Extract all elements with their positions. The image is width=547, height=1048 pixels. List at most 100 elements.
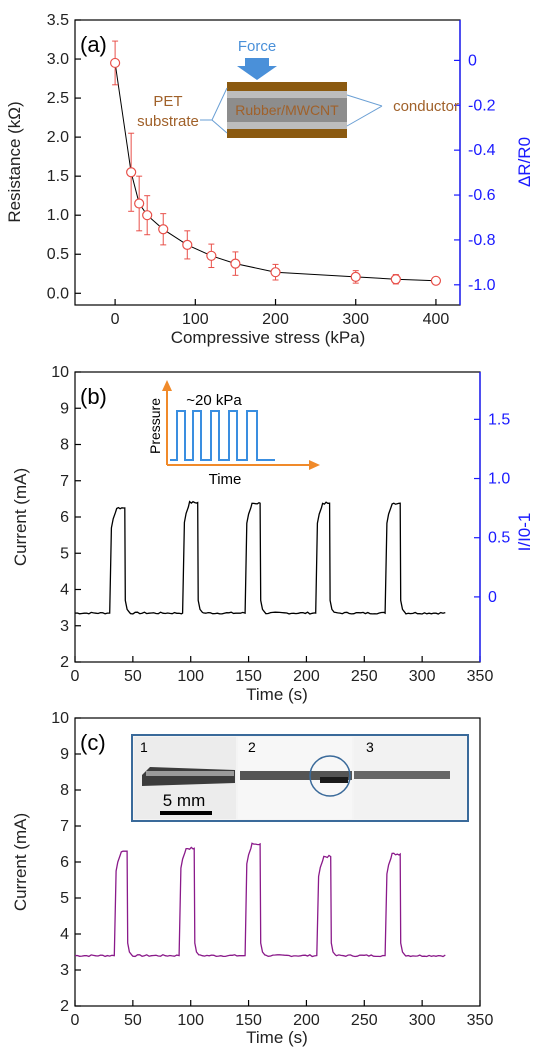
panel-b-x-tick-label: 100 — [177, 668, 204, 685]
panel-b-y2-tick-label: 0.5 — [488, 530, 510, 547]
panel-a-y2-tick-label: -0.4 — [468, 142, 496, 159]
panel-a-y2label: ΔR/R0 — [515, 137, 534, 187]
force-label: Force — [238, 38, 276, 55]
panel-b-current-trace — [74, 500, 446, 615]
panel-c-x-tick-label: 0 — [71, 1012, 80, 1029]
rubber-mwcnt-label: Rubber/MWCNT — [235, 102, 339, 118]
scale-bar — [160, 811, 212, 815]
panel-a-y-tick-label: 3.5 — [47, 12, 69, 29]
panel-c-inset-photo: 1 2 3 5 mm — [131, 734, 469, 822]
scale-bar-label: 5 mm — [163, 791, 206, 810]
inset-time-arrow-icon — [309, 460, 320, 470]
panel-b-y2-tick-label: 1.5 — [488, 411, 510, 428]
panel-b-y-tick-label: 2 — [60, 654, 69, 671]
panel-a-y2-tick-label: 0 — [468, 52, 477, 69]
inset-pressure-value: ~20 kPa — [186, 392, 242, 409]
panel-a-y2-tick-label: -0.6 — [468, 187, 496, 204]
panel-b-y2label: I/I0-1 — [515, 513, 534, 552]
panel-b-y-tick-label: 9 — [60, 400, 69, 417]
panel-a-x-tick-label: 0 — [111, 311, 120, 328]
panel-a-y-tick-label: 2.5 — [47, 90, 69, 107]
inset-pressure-pulses — [170, 410, 275, 461]
panel-b-y-tick-label: 7 — [60, 473, 69, 490]
panel-a-marks — [110, 40, 442, 286]
conductor-pointer — [346, 94, 383, 107]
panel-b-plot-frame — [74, 371, 481, 663]
panel-a-y2-tick-label: -0.2 — [468, 97, 496, 114]
panel-b-y-tick-label: 3 — [60, 618, 69, 635]
panel-c-x-tick-label: 250 — [351, 1012, 378, 1029]
panel-c-y-tick-label: 3 — [60, 962, 69, 979]
pet-label: PET — [153, 93, 182, 110]
panel-b-y-tick-label: 6 — [60, 509, 69, 526]
highlight-circle — [309, 755, 351, 797]
panel-a-y-tick-label: 1.5 — [47, 168, 69, 185]
panel-c-x-tick-label: 150 — [235, 1012, 262, 1029]
panel-b: 0 50 100 150 200 250 300 350 2 3 4 5 6 7 8 9 10 0 0.5 1.0… — [11, 364, 534, 704]
panel-a-label: (a) — [80, 32, 107, 57]
sample-1-highlight — [146, 771, 234, 776]
panel-c-y-tick-label: 4 — [60, 926, 69, 943]
panel-a-ylabel: Resistance (kΩ) — [5, 101, 24, 222]
photo-label-2: 2 — [248, 739, 256, 755]
force-arrow-icon — [237, 58, 277, 80]
panel-b-x-tick-label: 50 — [124, 668, 142, 685]
panel-b-y-tick-label: 4 — [60, 582, 69, 599]
panel-a-x-tick-label: 100 — [182, 311, 209, 328]
panel-b-x-tick-label: 200 — [293, 668, 320, 685]
panel-a-x-tick-label: 300 — [342, 311, 369, 328]
panel-b-y-tick-label: 5 — [60, 545, 69, 562]
panel-c-x-tick-label: 100 — [177, 1012, 204, 1029]
panel-b-x-tick-label: 300 — [409, 668, 436, 685]
panel-c: 0 50 100 150 200 250 300 350 2 3 4 5 6 7 8 9 10 (c) Tim… — [11, 710, 493, 1047]
photo-label-3: 3 — [366, 739, 374, 755]
panel-c-y-tick-label: 8 — [60, 782, 69, 799]
panel-a-data-point — [350, 271, 361, 282]
panel-a-y-tick-label: 1.0 — [47, 207, 69, 224]
panel-b-inset: ~20 kPa Pressure Time — [147, 380, 320, 488]
panel-a-y2-ticks: 0 -0.2 -0.4 -0.6 -0.8 -1.0 — [454, 20, 496, 305]
panel-a-y-tick-label: 2.0 — [47, 129, 69, 146]
sample-1-image — [142, 767, 235, 786]
rubber-mwcnt-layer — [227, 98, 347, 122]
panel-b-x-tick-label: 250 — [351, 668, 378, 685]
pet-pointer-2 — [200, 119, 228, 134]
panel-c-y-tick-label: 7 — [60, 818, 69, 835]
panel-c-y-tick-label: 10 — [51, 710, 69, 727]
panel-c-ylabel: Current (mA) — [11, 813, 30, 911]
inset-pressure-arrow-icon — [162, 380, 172, 391]
sample-2-crack — [320, 777, 348, 783]
panel-a-data-point — [390, 274, 401, 285]
conductor-pointer-2 — [346, 105, 383, 127]
panel-a-data-point — [230, 258, 241, 269]
panel-b-y2-tick-label: 1.0 — [488, 471, 510, 488]
panel-c-y-tick-label: 6 — [60, 854, 69, 871]
photo-label-1: 1 — [140, 739, 148, 755]
panel-a-data-point — [158, 224, 169, 235]
panel-b-xlabel: Time (s) — [246, 685, 308, 704]
conductor-label: conductor — [393, 98, 459, 115]
panel-c-xlabel: Time (s) — [246, 1028, 308, 1047]
panel-a-data-point — [206, 250, 217, 261]
panel-a-data-point — [110, 57, 121, 69]
inset-pressure-ylabel: Pressure — [147, 398, 163, 454]
panel-a-data-point — [126, 167, 137, 178]
panel-a-y2-tick-label: -1.0 — [468, 277, 496, 294]
panel-a-inset-schematic: Force Rubber/MWCNT PET substrate conduct… — [137, 38, 459, 138]
panel-b-y-tick-label: 10 — [51, 364, 69, 381]
panel-a-y-ticks: 0.0 0.5 1.0 1.5 2.0 2.5 3.0 3.5 — [47, 12, 81, 302]
panel-a-y-tick-label: 3.0 — [47, 51, 69, 68]
panel-b-x-tick-label: 150 — [235, 668, 262, 685]
panel-a: 0 100 200 300 400 0.0 0.5 1.0 1.5 2.0 2.5 3.0 3.5 0… — [5, 12, 534, 347]
panel-a-x-tick-label: 400 — [423, 311, 450, 328]
sample-2-image — [240, 771, 352, 780]
panel-a-data-point — [182, 239, 193, 250]
panel-c-x-tick-label: 200 — [293, 1012, 320, 1029]
panel-c-x-tick-label: 300 — [409, 1012, 436, 1029]
panel-a-data-point — [430, 275, 442, 286]
panel-a-fit-line — [114, 62, 436, 282]
panel-b-y-tick-label: 8 — [60, 437, 69, 454]
panel-b-x-ticks: 0 50 100 150 200 250 300 350 — [71, 656, 493, 685]
panel-b-ylabel: Current (mA) — [11, 468, 30, 566]
